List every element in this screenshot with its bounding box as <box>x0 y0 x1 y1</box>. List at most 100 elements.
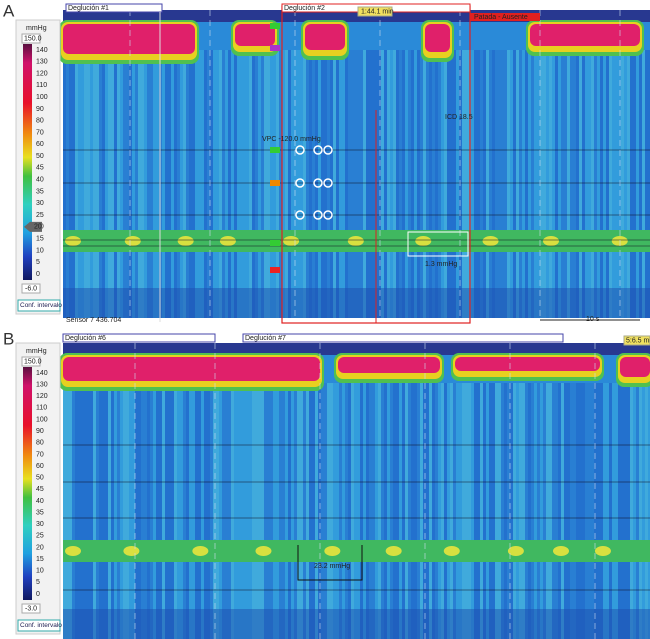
heatmap-stripe <box>267 50 270 318</box>
heatmap-stripe <box>591 50 594 318</box>
heatmap-stripe <box>117 50 120 318</box>
conf-button[interactable] <box>17 619 61 632</box>
landmark[interactable] <box>323 145 333 155</box>
heatmap-stripe <box>423 50 426 318</box>
heatmap-stripe <box>465 383 468 639</box>
time-box <box>357 6 393 17</box>
pattern-box <box>470 13 540 21</box>
heatmap-stripe <box>183 383 186 639</box>
heatmap-stripe <box>192 50 195 318</box>
scale-marker-label: 20 <box>34 224 42 231</box>
heatmap-stripe <box>336 50 339 318</box>
heatmap-stripe <box>417 383 420 639</box>
heatmap-stripe <box>345 50 348 318</box>
heatmap-stripe <box>102 383 105 639</box>
heatmap-stripe <box>264 50 267 318</box>
scale-tick-label: 30 <box>36 200 44 207</box>
heatmap-stripe <box>306 383 309 639</box>
heatmap-stripe <box>642 50 645 318</box>
heatmap-stripe <box>630 383 633 639</box>
heatmap-stripe <box>66 383 69 639</box>
conf-button[interactable] <box>17 299 61 312</box>
sensor-tag[interactable] <box>270 23 280 29</box>
heatmap-stripe <box>390 383 393 639</box>
swallow-box[interactable] <box>65 3 163 13</box>
conf-button-label[interactable]: Conf. intervalo <box>20 622 62 629</box>
swallow-label: Deglución #2 <box>284 5 325 12</box>
landmark[interactable] <box>323 210 333 220</box>
conf-button-label[interactable]: Conf. intervalo <box>20 302 62 309</box>
heatmap-stripe <box>534 50 537 318</box>
landmark[interactable] <box>313 178 323 188</box>
heatmap-stripe <box>69 383 72 639</box>
sensor-tag[interactable] <box>270 45 280 51</box>
heatmap-stripe <box>510 383 513 639</box>
heatmap-stripe <box>189 383 192 639</box>
heatmap-stripe <box>516 50 519 318</box>
heatmap-stripe <box>264 383 267 639</box>
heatmap-stripe <box>633 50 636 318</box>
heatmap-stripe <box>636 50 639 318</box>
heatmap-stripe <box>327 50 330 318</box>
heatmap-stripe <box>570 50 573 318</box>
heatmap-stripe <box>333 383 336 639</box>
heatmap-stripe <box>348 383 351 639</box>
landmark[interactable] <box>313 210 323 220</box>
sphincter-peak <box>124 236 141 246</box>
heatmap-stripe <box>597 383 600 639</box>
scale-min: -3.0 <box>25 605 37 612</box>
landmark[interactable] <box>295 210 305 220</box>
heatmap-stripe <box>180 383 183 639</box>
scale-tick-label: 120 <box>36 70 48 77</box>
heatmap-stripe <box>384 50 387 318</box>
heatmap-stripe <box>573 50 576 318</box>
heatmap-stripe <box>261 383 264 639</box>
heatmap-stripe <box>477 50 480 318</box>
heatmap-stripe <box>426 50 429 318</box>
heatmap-stripe <box>171 50 174 318</box>
sensor-tag[interactable] <box>270 180 280 186</box>
sensor-tag[interactable] <box>270 240 280 246</box>
annotation: VPC -120.0 mmHg <box>262 136 321 143</box>
heatmap-stripe <box>363 50 366 318</box>
heatmap-stripe <box>552 383 555 639</box>
heatmap-stripe <box>342 50 345 318</box>
scale-tick-label: 25 <box>36 212 44 219</box>
heatmap-stripe <box>297 383 300 639</box>
heatmap-stripe <box>252 50 255 318</box>
heatmap-stripe <box>462 383 465 639</box>
landmark[interactable] <box>313 145 323 155</box>
heatmap-stripe <box>621 383 624 639</box>
landmark[interactable] <box>295 145 305 155</box>
heatmap-stripe <box>168 383 171 639</box>
scale-marker[interactable] <box>24 221 42 232</box>
heatmap-stripe <box>546 50 549 318</box>
landmark[interactable] <box>295 178 305 188</box>
heatmap-stripe <box>327 383 330 639</box>
heatmap-stripe <box>423 383 426 639</box>
landmark[interactable] <box>323 178 333 188</box>
sensor-tag[interactable] <box>270 267 280 273</box>
heatmap-stripe <box>228 50 231 318</box>
heatmap-stripe <box>183 50 186 318</box>
heatmap-stripe <box>273 383 276 639</box>
heatmap-stripe <box>303 383 306 639</box>
annotation: 1.3 mmHg <box>425 261 457 268</box>
scale-tick-label: 15 <box>36 556 44 563</box>
scale-tick-label: 35 <box>36 188 44 195</box>
heatmap-stripe <box>561 383 564 639</box>
heatmap-stripe <box>123 50 126 318</box>
heatmap-stripe <box>492 383 495 639</box>
swallow-box[interactable] <box>242 333 564 343</box>
heatmap-stripe <box>279 50 282 318</box>
sensor-tag[interactable] <box>270 147 280 153</box>
heatmap-stripe <box>357 383 360 639</box>
heatmap-stripe <box>234 50 237 318</box>
heatmap-stripe <box>240 50 243 318</box>
heatmap-stripe <box>276 383 279 639</box>
heatmap-stripe <box>549 50 552 318</box>
heatmap-stripe <box>564 50 567 318</box>
heatmap-stripe <box>528 50 531 318</box>
swallow-box[interactable] <box>62 333 216 343</box>
heatmap-stripe <box>324 50 327 318</box>
